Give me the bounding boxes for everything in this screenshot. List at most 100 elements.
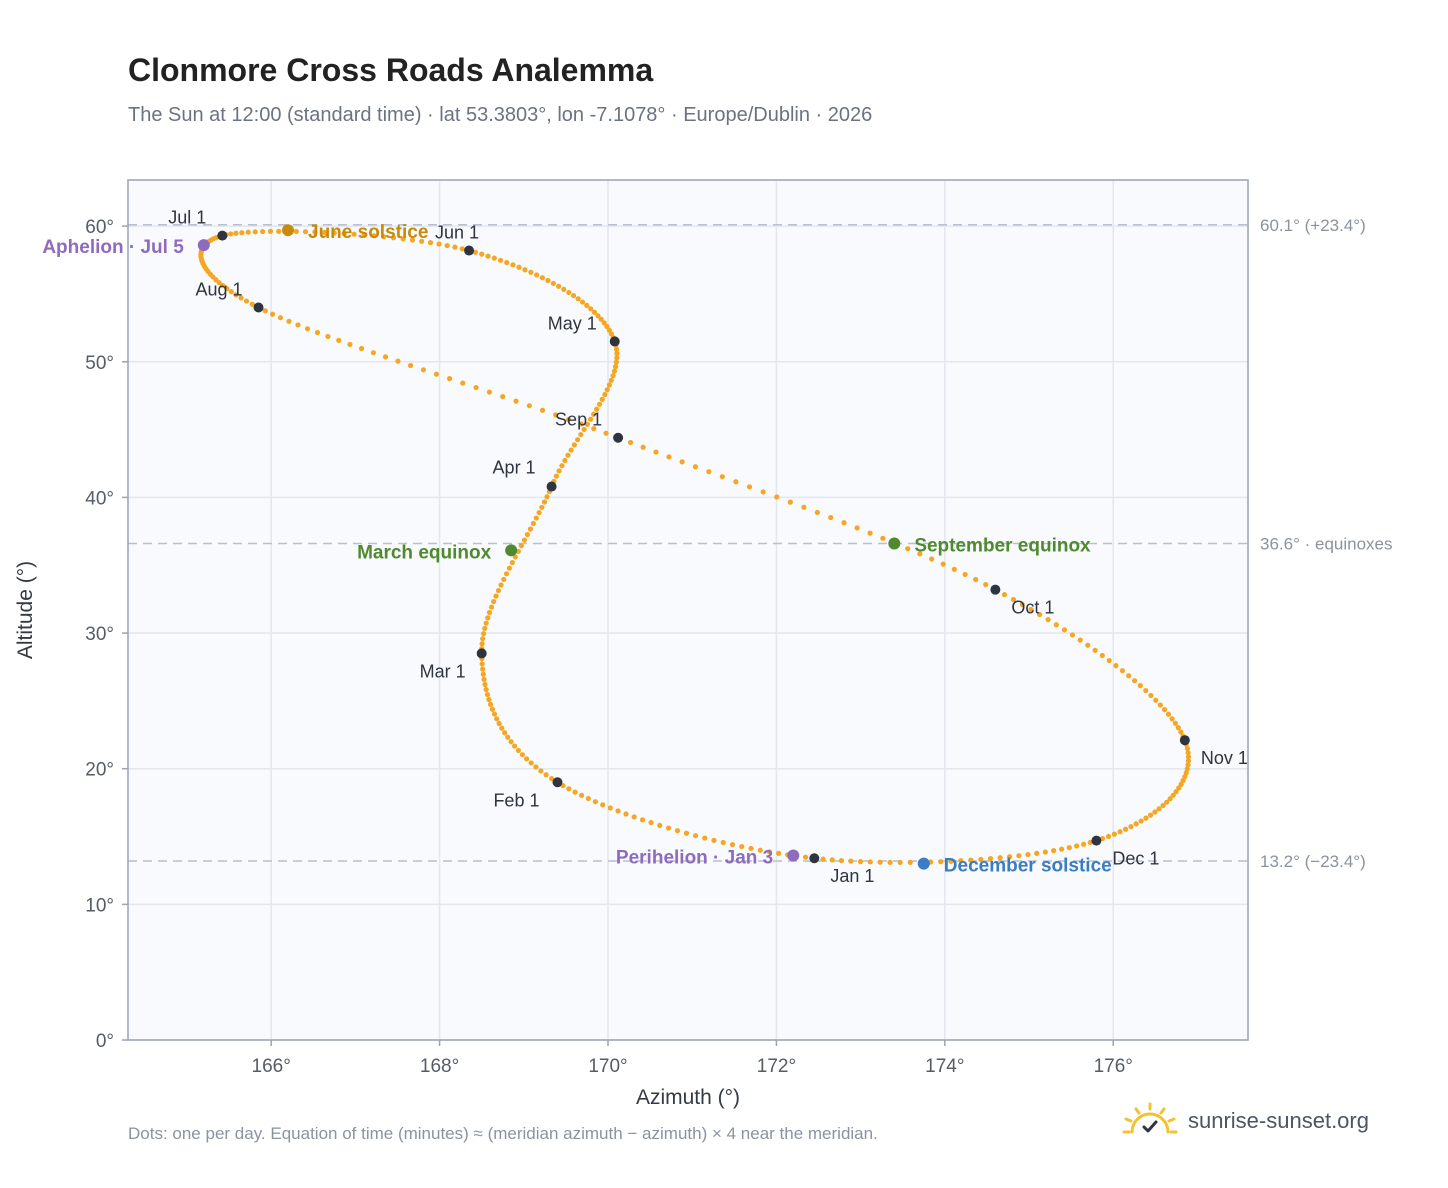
x-axis-label: Azimuth (°) (636, 1086, 740, 1109)
day-dot (452, 244, 458, 250)
day-dot (371, 233, 377, 239)
day-dot (249, 301, 255, 307)
day-dot (293, 228, 299, 235)
day-dot (351, 231, 357, 237)
day-dot (505, 734, 511, 740)
day-dot (606, 382, 613, 388)
event-label: June solstice (308, 222, 428, 243)
day-dot (601, 320, 607, 326)
day-dot (1184, 745, 1191, 752)
day-dot (591, 411, 597, 417)
day-dot (436, 241, 442, 247)
day-dot (1037, 611, 1043, 618)
day-dot (479, 251, 485, 257)
event-label: Aphelion · Jul 5 (42, 237, 184, 258)
day-dot (591, 426, 597, 432)
month-marker (546, 481, 557, 492)
day-dot (594, 406, 600, 412)
day-dot (1167, 796, 1173, 802)
day-dot (584, 302, 590, 309)
event-marker (197, 239, 210, 252)
month-marker-label: Aug 1 (195, 280, 242, 300)
day-dot (1028, 606, 1034, 613)
day-dot (1184, 766, 1190, 772)
day-dot (1122, 826, 1129, 832)
day-dot (530, 520, 536, 527)
day-dot (501, 576, 507, 583)
day-dot (1001, 591, 1008, 598)
day-dot (674, 828, 681, 834)
day-dot (486, 696, 492, 703)
day-dot (512, 554, 518, 560)
day-dot (585, 795, 591, 802)
day-dot (408, 362, 414, 369)
day-dot (1099, 652, 1105, 659)
month-marker-label: Feb 1 (493, 790, 539, 810)
day-dot (1160, 802, 1166, 809)
day-dot (314, 329, 321, 336)
day-dot (286, 318, 292, 324)
brand[interactable]: sunrise-sunset.org (1122, 1102, 1369, 1140)
y-tick-label: 40° (85, 488, 114, 509)
day-dot (1170, 792, 1176, 798)
day-dot (556, 283, 562, 289)
day-dot (243, 298, 250, 304)
event-label: September equinox (914, 536, 1091, 557)
day-dot (515, 747, 521, 754)
month-marker-label: Jan 1 (830, 866, 874, 886)
day-dot (1053, 622, 1059, 628)
event-marker (917, 857, 930, 870)
chart-subtitle: The Sun at 12:00 (standard time) · lat 5… (128, 104, 873, 126)
day-dot (1164, 799, 1170, 805)
day-dot (516, 264, 522, 270)
day-dot (544, 494, 550, 500)
day-dot (481, 676, 487, 682)
day-dot (1185, 762, 1191, 768)
day-dot (524, 531, 531, 538)
day-dot (1172, 720, 1178, 726)
day-dot (614, 346, 620, 353)
day-dot (1085, 642, 1091, 648)
day-dot (640, 444, 646, 450)
day-dot (1178, 729, 1184, 735)
day-dot (595, 313, 601, 319)
day-dot (528, 269, 534, 275)
day-dot (591, 309, 598, 315)
day-dot (1077, 637, 1083, 643)
day-dot (1173, 789, 1179, 795)
day-dot (848, 858, 854, 864)
day-dot (575, 437, 581, 443)
day-dot (479, 641, 485, 647)
day-dot (491, 599, 497, 605)
day-dot (427, 240, 434, 246)
day-dot (766, 849, 773, 855)
day-dot (733, 479, 739, 485)
day-dot (997, 855, 1003, 861)
day-dot (491, 255, 497, 261)
reference-line-label: 36.6° · equinoxes (1260, 535, 1393, 554)
day-dot (233, 230, 239, 236)
day-dot (536, 510, 542, 516)
day-dot (614, 355, 620, 361)
footnote: Dots: one per day. Equation of time (min… (128, 1124, 878, 1143)
day-dot (739, 843, 745, 850)
day-dot (482, 681, 488, 688)
day-dot (382, 354, 389, 360)
day-dot (657, 822, 663, 829)
day-dot (748, 845, 754, 852)
day-dot (498, 582, 504, 588)
y-tick-label: 20° (85, 760, 114, 781)
day-dot (1169, 716, 1175, 722)
day-dot (561, 286, 567, 292)
day-dot (312, 229, 318, 235)
day-dot (259, 228, 266, 235)
day-dot (608, 377, 614, 383)
chart-title: Clonmore Cross Roads Analemma (128, 52, 654, 88)
day-dot (679, 459, 685, 465)
month-marker (809, 853, 820, 864)
day-dot (776, 850, 782, 856)
day-dot (370, 350, 376, 356)
day-dot (841, 520, 847, 526)
day-dot (419, 238, 425, 244)
